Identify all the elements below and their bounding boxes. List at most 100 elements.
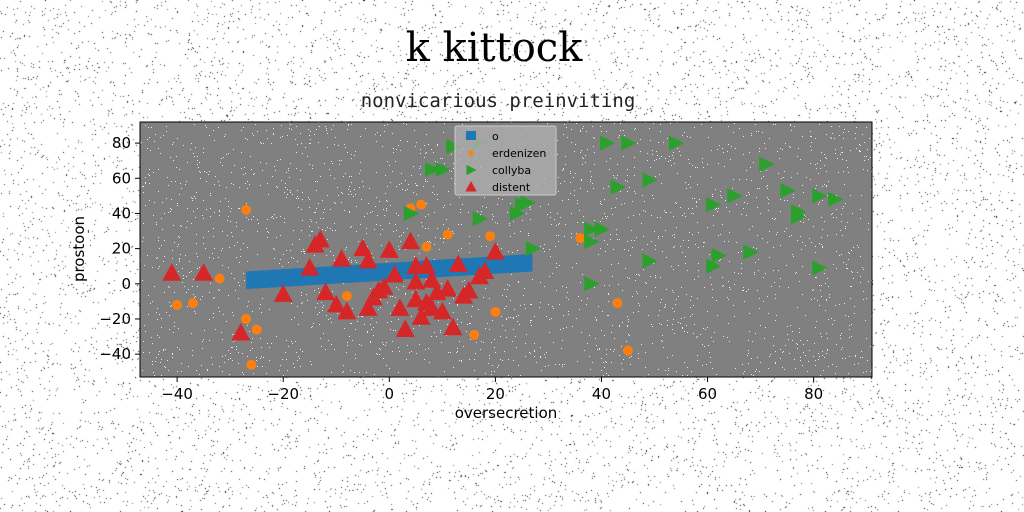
point-distent [443, 317, 463, 336]
point-erdenizen [490, 306, 501, 317]
point-collyba [525, 240, 542, 257]
point-erdenizen [188, 298, 198, 309]
point-erdenizen [214, 273, 225, 284]
point-collyba [790, 209, 807, 225]
point-collyba [621, 135, 637, 151]
y-tick-label: 0 [121, 275, 131, 293]
point-erdenizen [623, 345, 633, 356]
point-distent [326, 294, 346, 313]
point-distent [273, 284, 293, 302]
y-tick-label: 20 [112, 240, 131, 258]
point-collyba [812, 260, 828, 276]
point-erdenizen [241, 204, 252, 215]
axes-frame [139, 121, 873, 378]
point-erdenizen [172, 299, 183, 310]
legend-label-distent: distent [492, 181, 531, 194]
point-erdenizen [416, 199, 427, 210]
point-distent [162, 263, 182, 281]
point-distent [475, 261, 495, 279]
series-erdenizen [172, 199, 633, 370]
point-collyba [509, 205, 526, 222]
chart-title: nonvicarious preinviting [361, 90, 636, 112]
point-collyba [600, 135, 616, 151]
point-distent [358, 298, 378, 316]
point-collyba [706, 197, 722, 213]
point-collyba [424, 161, 441, 178]
point-distent [316, 282, 336, 301]
x-tick-label: 20 [486, 385, 505, 403]
x-ticks: −40 −20 0 20 40 60 80 [161, 377, 823, 403]
chart-suptitle: k kittock [406, 25, 584, 71]
series-distent [162, 229, 505, 341]
x-tick-label: 60 [698, 385, 717, 403]
point-distent [310, 229, 330, 248]
point-collyba [584, 221, 600, 237]
legend-label-collyba: collyba [492, 164, 531, 177]
point-distent [406, 289, 426, 308]
axes-layer [139, 121, 873, 378]
point-collyba [610, 179, 626, 195]
point-distent [390, 298, 410, 316]
point-distent [300, 257, 320, 276]
y-tick-label: 80 [112, 134, 131, 152]
point-distent [379, 240, 399, 258]
x-axis-label: oversecretion [455, 404, 558, 422]
point-collyba [594, 221, 611, 237]
y-tick-label: −20 [99, 310, 131, 328]
point-collyba [472, 211, 489, 227]
y-tick-label: −40 [99, 345, 131, 363]
point-distent [337, 301, 357, 320]
point-distent [422, 270, 442, 288]
point-distent [459, 280, 479, 299]
point-collyba [743, 244, 759, 260]
legend-marker-erdenizen [468, 150, 474, 156]
point-erdenizen [341, 291, 352, 302]
marks-layer [162, 135, 844, 370]
point-collyba [780, 182, 796, 199]
point-collyba [668, 135, 685, 151]
point-erdenizen [469, 329, 480, 340]
point-collyba [403, 205, 420, 222]
point-erdenizen [251, 324, 262, 335]
point-collyba [759, 156, 775, 172]
legend-marker-o [466, 131, 476, 140]
point-distent [194, 263, 214, 281]
point-distent [416, 256, 436, 274]
point-collyba [828, 191, 844, 208]
point-distent [438, 279, 458, 297]
point-collyba [711, 248, 727, 264]
y-axis-label: prostoon [70, 216, 88, 282]
legend-marker-collyba [466, 164, 477, 176]
point-erdenizen [241, 314, 252, 324]
point-erdenizen [246, 359, 257, 370]
y-tick-label: 60 [112, 169, 131, 187]
point-distent [374, 277, 394, 295]
point-collyba [446, 138, 462, 155]
legend-label-erdenizen: erdenizen [492, 147, 546, 160]
legend-label-o: o [492, 130, 499, 143]
x-tick-label: −20 [267, 385, 299, 403]
point-collyba [642, 172, 658, 188]
point-distent [411, 307, 431, 325]
point-distent [485, 242, 505, 260]
y-ticks: −40 −20 0 20 40 60 80 [99, 134, 140, 363]
point-collyba [812, 188, 828, 204]
x-tick-label: −40 [161, 385, 193, 403]
point-distent [231, 323, 251, 341]
point-distent [395, 319, 415, 338]
legend-box [454, 125, 557, 196]
x-tick-label: 80 [804, 385, 823, 403]
point-erdenizen [421, 241, 432, 252]
legend: o erdenizen collyba distent [454, 125, 557, 196]
point-distent [448, 254, 468, 272]
x-tick-label: 0 [385, 385, 395, 403]
point-collyba [727, 188, 743, 204]
point-collyba [584, 276, 600, 292]
point-erdenizen [612, 298, 623, 309]
point-distent [353, 238, 373, 257]
point-erdenizen [442, 229, 453, 240]
legend-marker-distent [465, 181, 477, 192]
point-erdenizen [575, 233, 586, 244]
y-tick-label: 40 [112, 204, 131, 222]
